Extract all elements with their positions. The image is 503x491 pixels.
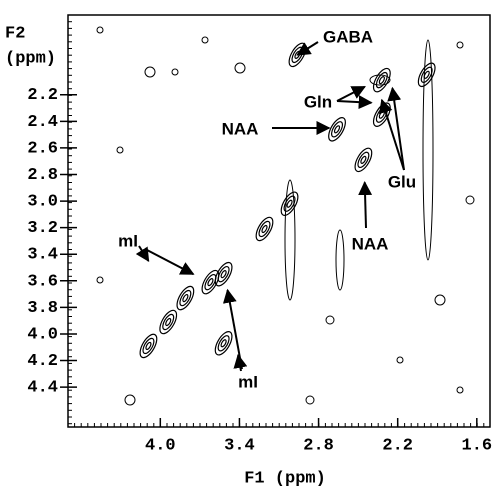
peak-ring: [217, 265, 230, 283]
peak-ring: [217, 335, 230, 352]
peak-ring: [261, 224, 268, 234]
annotation-arrow: [296, 41, 319, 56]
peak: [176, 285, 195, 311]
annotation: Gln: [304, 92, 332, 111]
peak-ring: [378, 76, 385, 85]
peak: [417, 62, 436, 88]
peak-ring: [220, 270, 227, 279]
peak-ring: [286, 199, 293, 208]
plot-frame: [67, 14, 491, 428]
x-tick-label: 1.6: [462, 436, 493, 455]
peak-ring: [291, 46, 304, 64]
peak-ring: [207, 278, 214, 287]
y-tick-label: 3.6: [27, 272, 58, 291]
y-tick-label: 3.4: [27, 246, 58, 265]
peak-ring: [204, 273, 217, 291]
noise-contours: [96, 26, 475, 406]
annotation-arrow: [222, 288, 243, 370]
annotation: mI: [118, 231, 138, 250]
y-tick-label: 4.2: [27, 352, 58, 371]
annotation-arrow: [378, 98, 405, 171]
x-axis-label: F1 (ppm): [244, 469, 326, 488]
annotation: mI: [238, 372, 258, 391]
annotation-arrow: [233, 353, 248, 372]
x-tick-label: 2.8: [303, 436, 334, 455]
peak-ring: [423, 70, 430, 79]
peak: [159, 309, 178, 335]
annotation: GABA: [323, 27, 373, 46]
peak: [354, 147, 373, 173]
peak-ring: [179, 289, 192, 307]
peak: [255, 216, 274, 242]
peak-ring: [258, 220, 271, 238]
peak: [201, 269, 220, 295]
y-tick-label: 2.8: [27, 166, 58, 185]
annotation: Glu: [388, 172, 416, 191]
peak-ring: [357, 151, 370, 169]
annotation-arrow: [336, 95, 373, 110]
peak-ring: [333, 125, 341, 134]
x-tick-label: 3.4: [224, 436, 255, 455]
y-tick-label: 2.2: [27, 86, 58, 105]
peak-ring: [375, 71, 388, 89]
peak-ring: [420, 66, 433, 83]
annotation-arrow: [146, 249, 195, 276]
peak-ring: [360, 155, 367, 164]
y-tick-label: 4.0: [27, 325, 58, 344]
y-axis-label: F2: [5, 24, 25, 43]
x-tick-label: 2.2: [382, 436, 413, 455]
y-tick-label: 4.4: [27, 379, 58, 398]
peak: [328, 117, 346, 142]
y-tick-label: 3.2: [27, 219, 58, 238]
peak: [372, 67, 391, 93]
y-axis-label: (ppm): [5, 49, 56, 68]
annotation: NAA: [222, 119, 259, 138]
peak-ring: [283, 195, 296, 212]
peak: [139, 333, 158, 359]
annotation-arrow: [336, 85, 366, 102]
y-tick-label: 2.6: [27, 139, 58, 158]
y-tick-label: 3.8: [27, 299, 58, 318]
peak-ring: [162, 313, 175, 331]
annotation: NAA: [352, 234, 389, 253]
annotation-arrow: [387, 86, 405, 171]
annotation-arrow: [358, 181, 373, 229]
peak-ring: [142, 337, 155, 355]
peak: [214, 331, 233, 356]
peak-ring: [145, 341, 152, 351]
peak-ring: [182, 293, 189, 303]
y-tick-label: 2.4: [27, 113, 58, 132]
peak-ring: [220, 339, 227, 348]
x-tick-label: 4.0: [145, 436, 176, 455]
peak-ring: [331, 121, 344, 138]
y-tick-label: 3.0: [27, 193, 58, 212]
peak: [280, 191, 299, 216]
peak-ring: [165, 317, 172, 327]
annotation-arrow: [135, 245, 150, 263]
peak: [214, 261, 233, 287]
